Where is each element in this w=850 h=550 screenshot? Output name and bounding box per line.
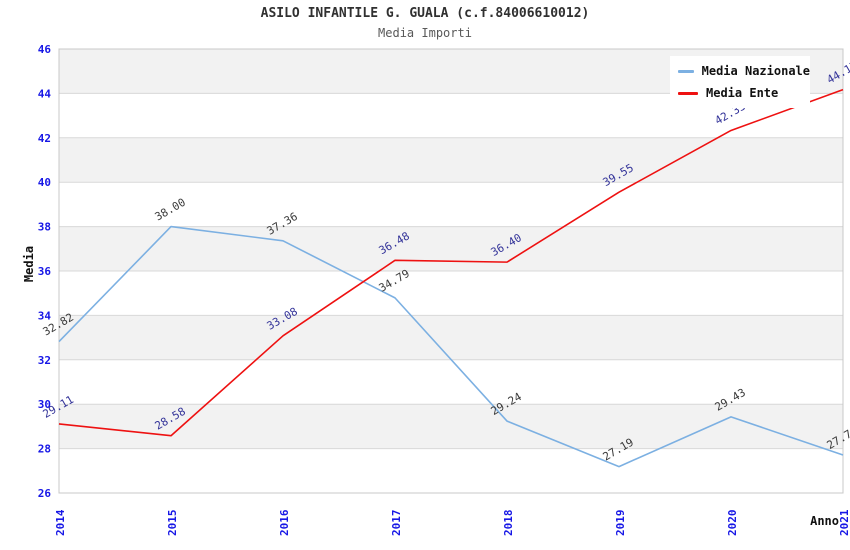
x-tick-label: 2015 [166, 510, 179, 537]
y-axis-title: Media [22, 245, 36, 283]
y-tick-label: 46 [38, 43, 52, 56]
plot-band [59, 404, 843, 449]
y-tick-label: 40 [38, 176, 51, 189]
plot-band [59, 182, 843, 227]
y-tick-label: 26 [38, 487, 52, 500]
x-tick-label: 2021 [838, 509, 850, 536]
x-axis-title: Anno [810, 514, 839, 528]
line-swatch-icon [678, 69, 694, 73]
y-tick-label: 38 [38, 221, 51, 234]
legend-item-media-nazionale[interactable]: Media Nazionale [678, 64, 810, 78]
y-tick-label: 42 [38, 132, 51, 145]
y-tick-label: 30 [38, 398, 51, 411]
y-tick-label: 36 [38, 265, 52, 278]
x-tick-label: 2017 [390, 510, 403, 537]
y-tick-label: 28 [38, 443, 51, 456]
x-tick-label: 2019 [614, 510, 627, 537]
plot-band [59, 315, 843, 360]
plot-band [59, 359, 843, 405]
legend-label: Media Nazionale [701, 64, 810, 78]
y-tick-label: 34 [38, 309, 52, 322]
y-tick-label: 32 [38, 354, 51, 367]
legend-label: Media Ente [706, 86, 779, 100]
chart-title: ASILO INFANTILE G. GUALA (c.f.8400661001… [260, 6, 590, 21]
legend: Media Nazionale Media Ente [670, 56, 810, 108]
series-line-media-nazionale [58, 225, 844, 468]
x-tick-label: 2014 [54, 509, 67, 536]
legend-item-media-ente[interactable]: Media Ente [678, 86, 810, 100]
series-line-media-ente [58, 88, 844, 437]
plot-band [59, 271, 843, 316]
plot-band [59, 448, 843, 493]
y-tick-label: 44 [38, 87, 52, 100]
line-swatch-icon [678, 91, 698, 95]
x-tick-label: 2016 [278, 509, 291, 536]
x-tick-label: 2018 [502, 510, 515, 537]
x-tick-label: 2020 [726, 510, 739, 537]
plot-band [59, 137, 843, 183]
chart-subtitle: Media Importi [378, 26, 472, 40]
plot-border [58, 48, 844, 494]
plot-band [59, 226, 843, 271]
